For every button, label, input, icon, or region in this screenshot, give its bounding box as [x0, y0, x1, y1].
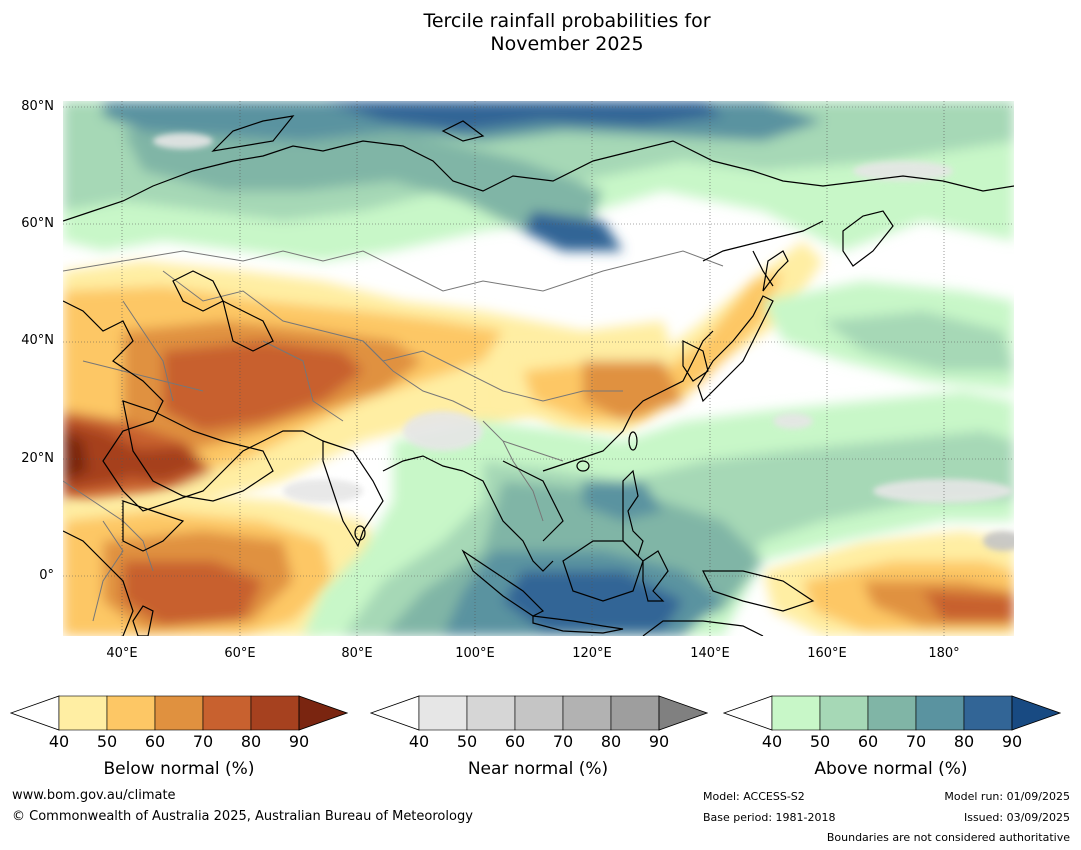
colorbar-above-normal	[723, 695, 1061, 731]
colorbar-above-bin-50-60	[819, 695, 869, 731]
issued-text: Issued: 03/09/2025	[963, 811, 1070, 824]
below-normal-east-asia-region	[503, 241, 823, 431]
colorbar-near-tick: 90	[648, 732, 670, 751]
colorbar-near-tick: 70	[552, 732, 574, 751]
lat-label-60n: 60°N	[21, 216, 54, 231]
colorbar-above-lower-extend	[723, 695, 773, 731]
colorbar-below-bin-40-50	[58, 695, 108, 731]
colorbar-near-normal	[370, 695, 708, 731]
copyright-text: © Commonwealth of Australia 2025, Austra…	[12, 809, 473, 824]
colorbar-below-tick: 60	[144, 732, 166, 751]
colorbar-below-label: Below normal (%)	[103, 759, 255, 779]
colorbar-above-bin-80-90	[963, 695, 1013, 731]
lon-label-100e: 100°E	[455, 646, 495, 661]
colorbar-near-bin-80-90	[610, 695, 660, 731]
colorbar-below-tick: 40	[48, 732, 70, 751]
website-link[interactable]: www.bom.gov.au/climate	[12, 788, 176, 803]
colorbar-below-tick: 80	[240, 732, 262, 751]
colorbar-above-bin-70-80	[915, 695, 965, 731]
colorbar-near-tick: 40	[408, 732, 430, 751]
country-boundaries	[63, 250, 724, 622]
colorbar-below-tick: 50	[96, 732, 118, 751]
colorbar-below-bin-70-80	[202, 695, 252, 731]
below-normal-indian-ocean-region	[63, 491, 393, 636]
colorbar-below-upper-extend	[298, 695, 348, 731]
colorbar-above-upper-extend	[1011, 695, 1061, 731]
colorbar-near-bin-40-50	[418, 695, 468, 731]
colorbar-near-lower-extend	[370, 695, 420, 731]
colorbar-near-bin-60-70	[514, 695, 564, 731]
disclaimer-text: Boundaries are not considered authoritat…	[826, 831, 1070, 844]
map-title: Tercile rainfall probabilities for Novem…	[0, 10, 1081, 56]
colorbar-above-bin-60-70	[867, 695, 917, 731]
colorbar-near-tick: 60	[504, 732, 526, 751]
model-text: Model: ACCESS-S2	[703, 790, 805, 803]
colorbar-near-label: Near normal (%)	[467, 759, 609, 779]
colorbar-above-tick: 80	[953, 732, 975, 751]
rainfall-probability-map	[63, 101, 1014, 636]
colorbar-near-bin-50-60	[466, 695, 516, 731]
near-normal-patches	[153, 133, 1014, 551]
colorbar-below-tick: 90	[288, 732, 310, 751]
lon-label-160e: 160°E	[807, 646, 847, 661]
colorbar-above-tick: 90	[1001, 732, 1023, 751]
colorbar-above-tick: 50	[809, 732, 831, 751]
colorbar-above-tick: 60	[857, 732, 879, 751]
colorbar-near-bin-70-80	[562, 695, 612, 731]
lon-label-120e: 120°E	[572, 646, 612, 661]
lat-label-20n: 20°N	[21, 451, 54, 466]
base-period-text: Base period: 1981-2018	[703, 811, 836, 824]
above-normal-north-region	[63, 101, 1014, 261]
colorbar-above-label: Above normal (%)	[814, 759, 968, 779]
colorbar-below-normal	[10, 695, 348, 731]
below-normal-central-asia-region	[63, 261, 683, 521]
colorbar-near-tick: 80	[600, 732, 622, 751]
colorbar-below-lower-extend	[10, 695, 60, 731]
lat-label-40n: 40°N	[21, 333, 54, 348]
lon-label-60e: 60°E	[224, 646, 256, 661]
colorbar-below-bin-80-90	[250, 695, 300, 731]
colorbar-below-bin-60-70	[154, 695, 204, 731]
colorbar-near-upper-extend	[658, 695, 708, 731]
colorbar-near-tick: 50	[456, 732, 478, 751]
lat-label-0: 0°	[39, 568, 54, 583]
lon-label-180: 180°	[928, 646, 960, 661]
lon-label-40e: 40°E	[106, 646, 138, 661]
lon-label-80e: 80°E	[341, 646, 373, 661]
lon-label-140e: 140°E	[690, 646, 730, 661]
below-normal-pacific-region	[763, 531, 1014, 636]
lat-label-80n: 80°N	[21, 99, 54, 114]
map-title-line1: Tercile rainfall probabilities for	[423, 10, 711, 32]
colorbar-below-tick: 70	[192, 732, 214, 751]
colorbar-below-bin-50-60	[106, 695, 156, 731]
colorbar-above-bin-40-50	[771, 695, 821, 731]
coastlines	[63, 115, 1014, 636]
colorbar-above-tick: 40	[761, 732, 783, 751]
map-title-line2: November 2025	[490, 33, 644, 55]
model-run-text: Model run: 01/09/2025	[944, 790, 1070, 803]
colorbar-above-tick: 70	[905, 732, 927, 751]
graticule	[63, 101, 1014, 636]
map-svg	[63, 101, 1014, 636]
